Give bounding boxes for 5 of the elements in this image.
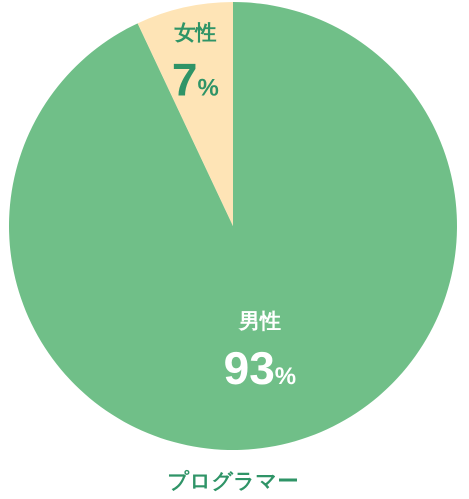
text: プログラマー: [168, 469, 298, 493]
slice-label: 男性: [238, 310, 281, 334]
data-label: 7%: [172, 54, 219, 106]
data-label: 93%: [224, 342, 296, 394]
slice-label: 女性: [173, 22, 216, 45]
